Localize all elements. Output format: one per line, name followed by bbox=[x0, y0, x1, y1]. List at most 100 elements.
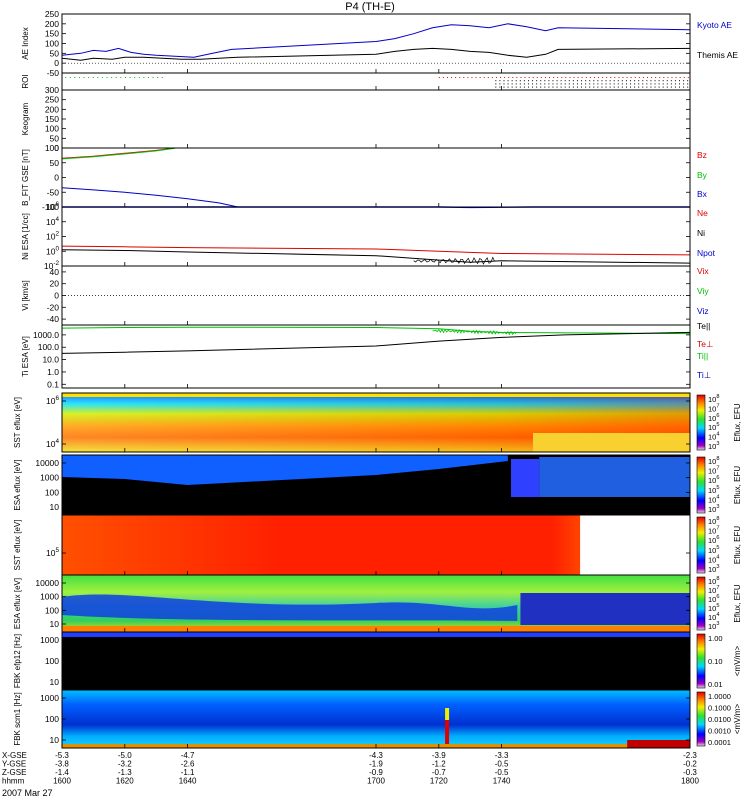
roi-dot bbox=[626, 83, 627, 84]
roi-dot bbox=[447, 77, 448, 78]
roi-dot bbox=[651, 77, 652, 78]
y-tick-label: 100 bbox=[45, 487, 59, 497]
roi-dot bbox=[618, 80, 619, 81]
roi-dot bbox=[577, 80, 578, 81]
roi-dot bbox=[585, 80, 586, 81]
roi-dot bbox=[634, 83, 635, 84]
roi-dot bbox=[589, 87, 590, 88]
roi-dot bbox=[574, 77, 575, 78]
colorbar-label: Eflux, EFU bbox=[733, 526, 742, 564]
roi-dot bbox=[622, 87, 623, 88]
y-tick-label: 150 bbox=[45, 114, 59, 124]
roi-dot bbox=[512, 77, 513, 78]
roi-dot bbox=[153, 77, 154, 78]
roi-dot bbox=[544, 87, 545, 88]
roi-dot bbox=[638, 87, 639, 88]
y-tick-label: 1000 bbox=[40, 473, 59, 483]
roi-dot bbox=[581, 83, 582, 84]
roi-dot bbox=[484, 77, 485, 78]
roi-dot bbox=[573, 83, 574, 84]
roi-dot bbox=[598, 77, 599, 78]
roi-dot bbox=[561, 83, 562, 84]
panel-background bbox=[62, 90, 690, 148]
roi-dot bbox=[520, 80, 521, 81]
colorbar bbox=[697, 517, 705, 573]
y-axis-label: B_FIT GSE [nT] bbox=[21, 149, 30, 206]
roi-dot bbox=[480, 77, 481, 78]
colorbar-tick-label: 0.01 bbox=[708, 680, 723, 689]
roi-dot bbox=[650, 87, 651, 88]
y-axis-label: SST eflux [eV] bbox=[13, 397, 22, 448]
footer-row-label: hhmm bbox=[2, 777, 25, 786]
roi-dot bbox=[589, 83, 590, 84]
roi-dot bbox=[529, 77, 530, 78]
roi-dot bbox=[499, 87, 500, 88]
roi-dot bbox=[553, 77, 554, 78]
roi-dot bbox=[528, 87, 529, 88]
colorbar-tick-label: 103 bbox=[708, 564, 719, 574]
roi-dot bbox=[622, 83, 623, 84]
y-tick-label: 250 bbox=[45, 95, 59, 105]
plot-title: P4 (TH-E) bbox=[345, 1, 395, 13]
roi-dot bbox=[102, 77, 103, 78]
roi-dot bbox=[569, 83, 570, 84]
legend-label: Npot bbox=[697, 248, 716, 258]
legend-label: Ti|| bbox=[697, 351, 708, 361]
y-tick-label: 106 bbox=[46, 395, 59, 406]
y-tick-label: 100 bbox=[46, 245, 59, 256]
colorbar bbox=[697, 634, 705, 688]
colorbar-tick-label: 0.0010 bbox=[708, 727, 731, 736]
roi-dot bbox=[573, 87, 574, 88]
colorbar-tick-label: 103 bbox=[708, 621, 719, 631]
roi-dot bbox=[541, 77, 542, 78]
roi-dot bbox=[503, 87, 504, 88]
date-label: 2007 Mar 27 bbox=[2, 788, 53, 798]
roi-dot bbox=[512, 83, 513, 84]
roi-dot bbox=[687, 80, 688, 81]
y-axis-label: ESA eflux [eV] bbox=[13, 578, 22, 629]
y-tick-label: 1000.0 bbox=[33, 330, 59, 340]
roi-dot bbox=[606, 77, 607, 78]
y-axis-label: Ti ESA [eV] bbox=[21, 336, 30, 377]
roi-dot bbox=[663, 83, 664, 84]
roi-dot bbox=[638, 83, 639, 84]
y-tick-label: 1000 bbox=[40, 693, 59, 703]
roi-dot bbox=[537, 77, 538, 78]
roi-dot bbox=[630, 87, 631, 88]
roi-dot bbox=[581, 80, 582, 81]
roi-dot bbox=[65, 77, 66, 78]
y-tick-label: 10 bbox=[50, 502, 60, 512]
legend-label: Te⊥ bbox=[697, 339, 714, 349]
roi-dot bbox=[536, 83, 537, 84]
roi-dot bbox=[552, 80, 553, 81]
roi-dot bbox=[679, 87, 680, 88]
roi-dot bbox=[532, 83, 533, 84]
roi-dot bbox=[622, 77, 623, 78]
panel-background bbox=[62, 14, 690, 73]
y-axis-label: FBK efp12 [Hz] bbox=[13, 634, 22, 688]
colorbar-tick-label: 108 bbox=[708, 516, 719, 526]
roi-dot bbox=[630, 83, 631, 84]
colorbar-tick-label: 0.0100 bbox=[708, 715, 731, 724]
roi-dot bbox=[581, 87, 582, 88]
roi-dot bbox=[655, 87, 656, 88]
roi-dot bbox=[627, 77, 628, 78]
y-tick-label: 104 bbox=[46, 438, 59, 449]
roi-dot bbox=[578, 77, 579, 78]
colorbar bbox=[697, 692, 705, 746]
roi-dot bbox=[524, 83, 525, 84]
roi-dot bbox=[561, 77, 562, 78]
roi-dot bbox=[667, 77, 668, 78]
roi-dot bbox=[548, 83, 549, 84]
roi-dot bbox=[650, 80, 651, 81]
spectrogram-fill bbox=[62, 632, 690, 690]
roi-dot bbox=[687, 83, 688, 84]
roi-dot bbox=[671, 87, 672, 88]
roi-dot bbox=[79, 77, 80, 78]
legend-label: Ni bbox=[697, 228, 705, 238]
roi-dot bbox=[597, 80, 598, 81]
